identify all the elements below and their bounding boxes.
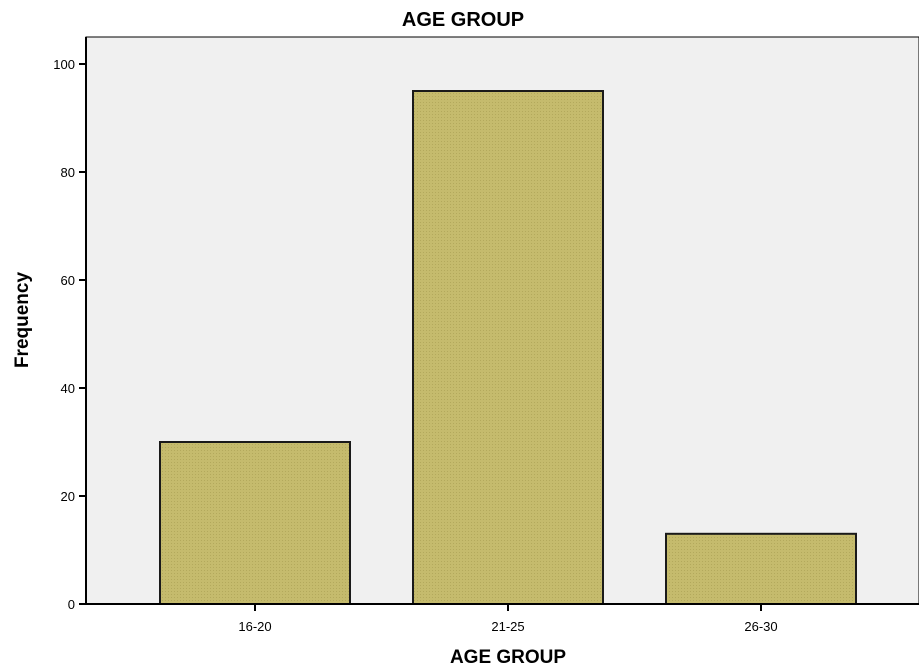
bar-21-25 (412, 90, 604, 605)
x-axis-ticks: 16-20 21-25 26-30 (238, 604, 778, 634)
y-axis-ticks: 0 20 40 60 80 100 (53, 57, 86, 612)
y-tick-label: 80 (61, 165, 75, 180)
y-axis-title: Frequency (12, 272, 33, 369)
x-axis-title: AGE GROUP (450, 647, 566, 668)
bar-26-30 (665, 532, 857, 605)
y-tick-label: 0 (68, 597, 75, 612)
x-tick-label: 16-20 (238, 619, 271, 634)
y-tick-label: 20 (61, 489, 75, 504)
y-tick-label: 60 (61, 273, 75, 288)
y-tick-label: 40 (61, 381, 75, 396)
bar-16-20 (159, 441, 351, 605)
x-tick-label: 21-25 (491, 619, 524, 634)
x-tick-label: 26-30 (744, 619, 777, 634)
chart-title: AGE GROUP (402, 9, 524, 31)
y-tick-label: 100 (53, 57, 75, 72)
